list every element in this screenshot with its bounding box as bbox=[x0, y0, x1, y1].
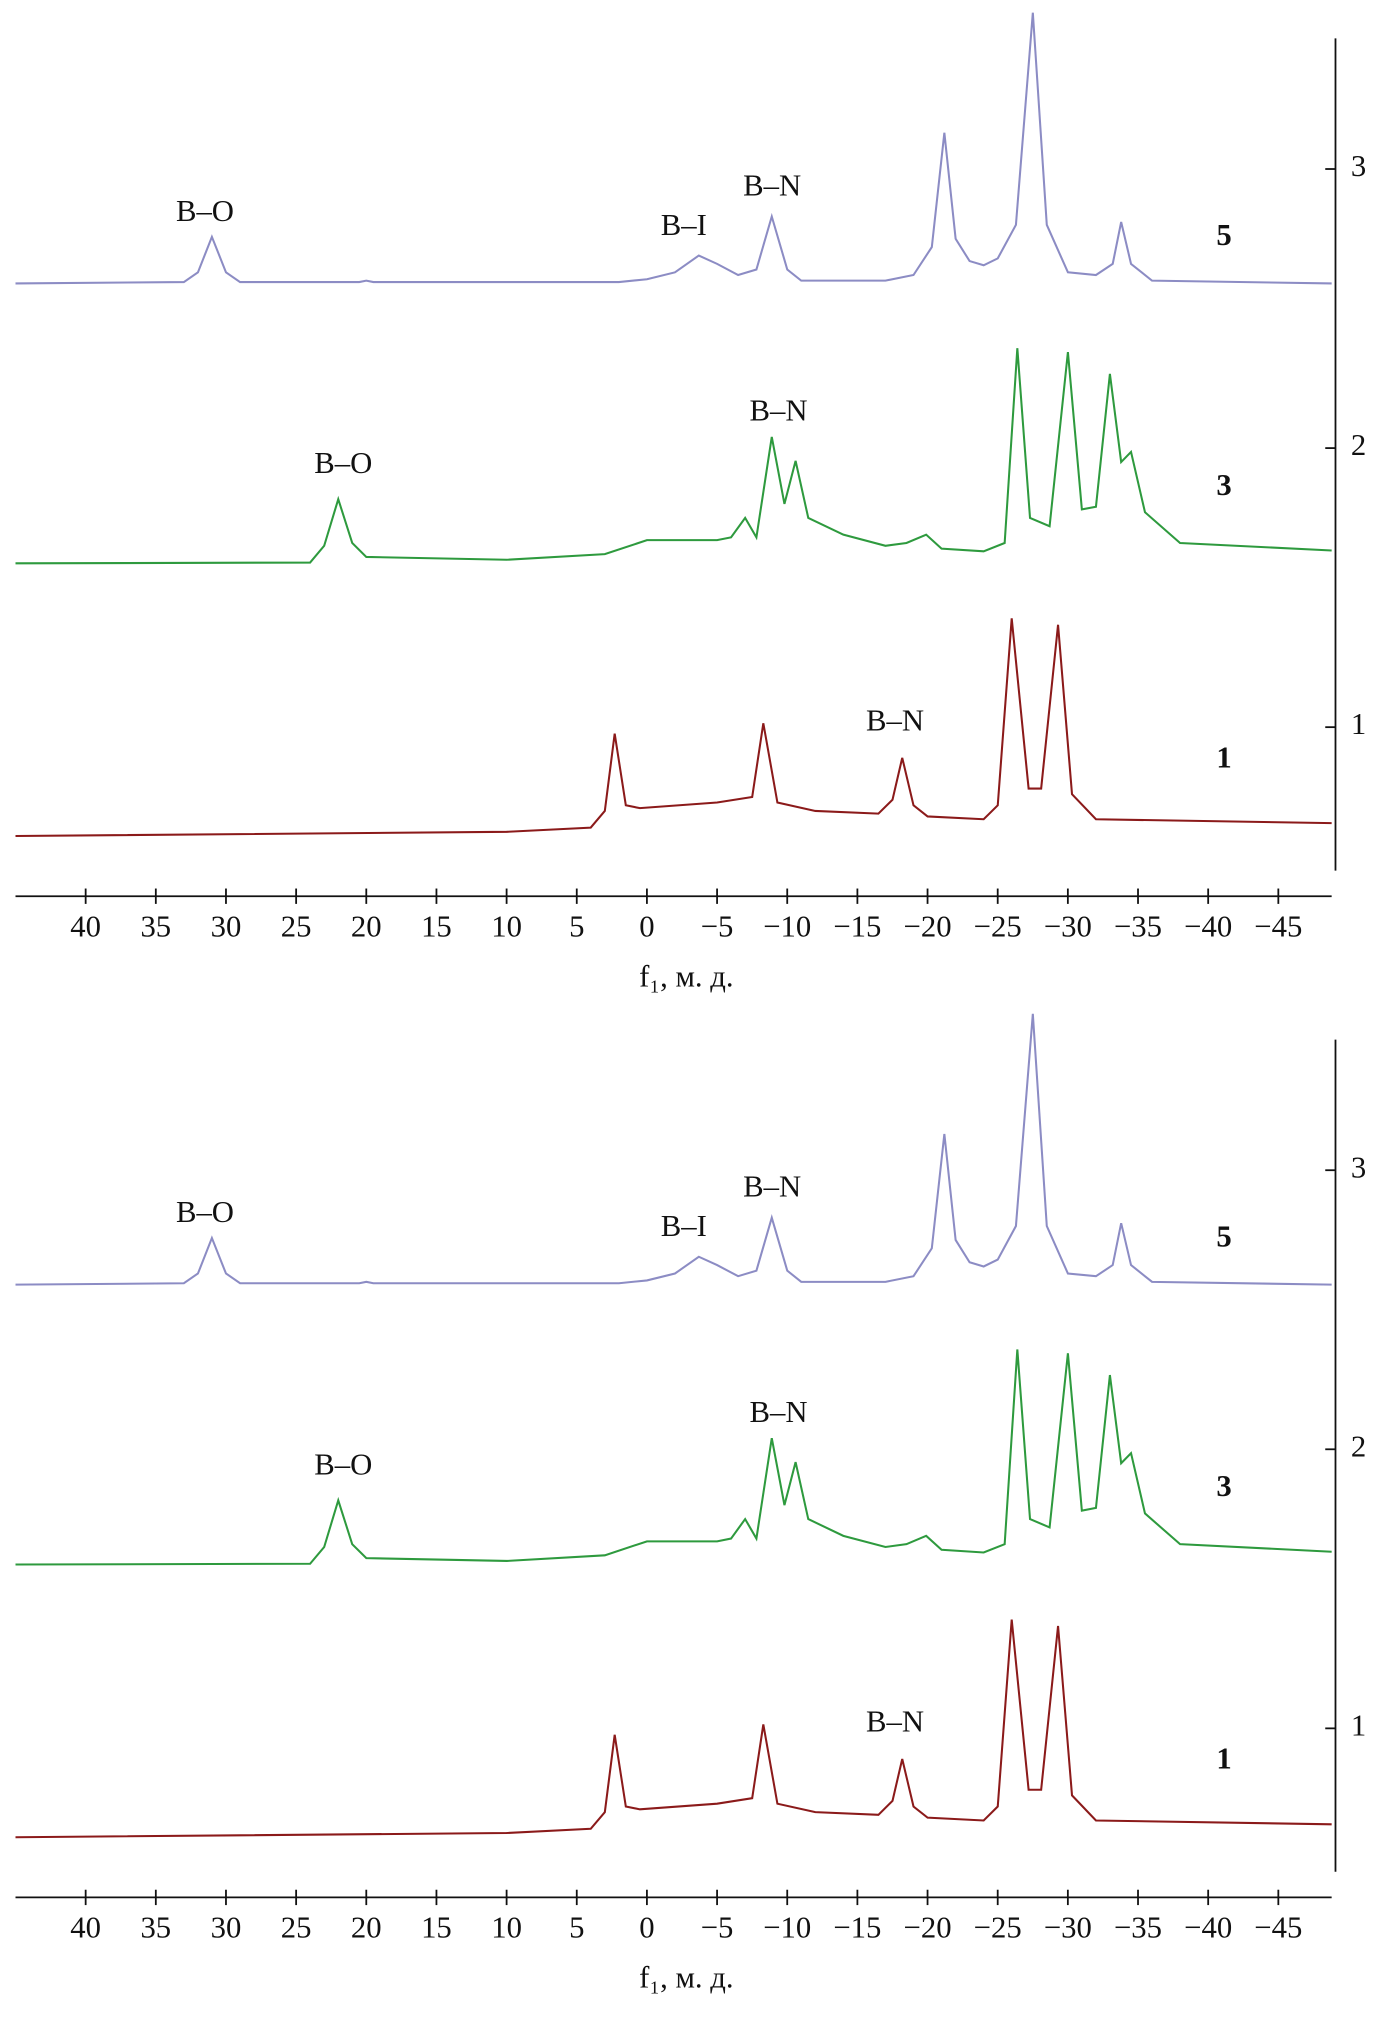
x-tick-label: 30 bbox=[211, 1911, 242, 1945]
peak-annotation: B–N bbox=[750, 1395, 808, 1429]
peak-annotation: B–I bbox=[661, 1209, 707, 1243]
y-tick-label: 1 bbox=[1351, 707, 1366, 741]
x-tick-label: −35 bbox=[1114, 1911, 1162, 1945]
x-tick-label: 20 bbox=[351, 910, 382, 944]
x-tick-label: −25 bbox=[974, 1911, 1022, 1945]
series-label: 1 bbox=[1216, 741, 1231, 775]
x-tick-label: 5 bbox=[569, 910, 584, 944]
spectrum-line bbox=[15, 1349, 1332, 1566]
series-label: 1 bbox=[1216, 1742, 1231, 1776]
x-tick-label: −10 bbox=[763, 910, 811, 944]
x-tick-label: 15 bbox=[421, 1911, 452, 1945]
x-tick-label: −10 bbox=[763, 1911, 811, 1945]
series-label: 5 bbox=[1216, 1219, 1231, 1253]
x-tick-label: 40 bbox=[70, 1911, 101, 1945]
y-tick-label: 2 bbox=[1351, 428, 1366, 462]
x-tick-label: 35 bbox=[140, 910, 171, 944]
x-tick-label: 15 bbox=[421, 910, 452, 944]
x-tick-label: −40 bbox=[1184, 1911, 1232, 1945]
y-tick-label: 3 bbox=[1351, 1150, 1366, 1184]
x-tick-label: 0 bbox=[639, 1911, 654, 1945]
peak-annotation: B–O bbox=[314, 1447, 372, 1481]
x-tick-label: 30 bbox=[211, 910, 242, 944]
x-tick-label: −30 bbox=[1044, 1911, 1092, 1945]
x-tick-label: −45 bbox=[1254, 1911, 1302, 1945]
y-tick-label: 2 bbox=[1351, 1429, 1366, 1463]
x-tick-label: 5 bbox=[569, 1911, 584, 1945]
spectrum-line bbox=[15, 1619, 1332, 1839]
x-tick-label: −15 bbox=[833, 910, 881, 944]
x-tick-label: −20 bbox=[904, 1911, 952, 1945]
x-tick-label: 35 bbox=[140, 1911, 171, 1945]
x-tick-label: −25 bbox=[974, 910, 1022, 944]
series-label: 3 bbox=[1216, 468, 1231, 502]
x-tick-label: 0 bbox=[639, 910, 654, 944]
peak-annotation: B–N bbox=[743, 1169, 801, 1203]
spectrum-line bbox=[15, 348, 1332, 565]
x-tick-label: −35 bbox=[1114, 910, 1162, 944]
peak-annotation: B–N bbox=[866, 703, 924, 737]
spectrum-line bbox=[15, 1013, 1332, 1286]
x-tick-label: −30 bbox=[1044, 910, 1092, 944]
x-tick-label: −15 bbox=[833, 1911, 881, 1945]
x-tick-label: −5 bbox=[701, 910, 734, 944]
series-label: 3 bbox=[1216, 1469, 1231, 1503]
x-tick-label: 10 bbox=[491, 910, 522, 944]
peak-annotation: B–O bbox=[314, 446, 372, 480]
x-tick-label: 10 bbox=[491, 1911, 522, 1945]
x-tick-label: 25 bbox=[281, 910, 312, 944]
peak-annotation: B–O bbox=[176, 1195, 234, 1229]
x-tick-label: −40 bbox=[1184, 910, 1232, 944]
x-tick-label: −45 bbox=[1254, 910, 1302, 944]
series-label: 5 bbox=[1216, 218, 1231, 252]
y-tick-label: 1 bbox=[1351, 1708, 1366, 1742]
x-axis-label: f₁, м. д. bbox=[639, 1961, 733, 1995]
peak-annotation: B–N bbox=[743, 168, 801, 202]
x-tick-label: 20 bbox=[351, 1911, 382, 1945]
x-tick-label: 40 bbox=[70, 910, 101, 944]
y-tick-label: 3 bbox=[1351, 149, 1366, 183]
spectrum-line bbox=[15, 12, 1332, 285]
peak-annotation: B–N bbox=[866, 1705, 924, 1739]
peak-annotation: B–I bbox=[661, 208, 707, 242]
x-tick-label: −5 bbox=[701, 1911, 734, 1945]
peak-annotation: B–O bbox=[176, 194, 234, 228]
spectrum-line bbox=[15, 618, 1332, 838]
x-tick-label: 25 bbox=[281, 1911, 312, 1945]
x-axis-label: f₁, м. д. bbox=[639, 959, 733, 993]
peak-annotation: B–N bbox=[750, 394, 808, 428]
x-tick-label: −20 bbox=[904, 910, 952, 944]
